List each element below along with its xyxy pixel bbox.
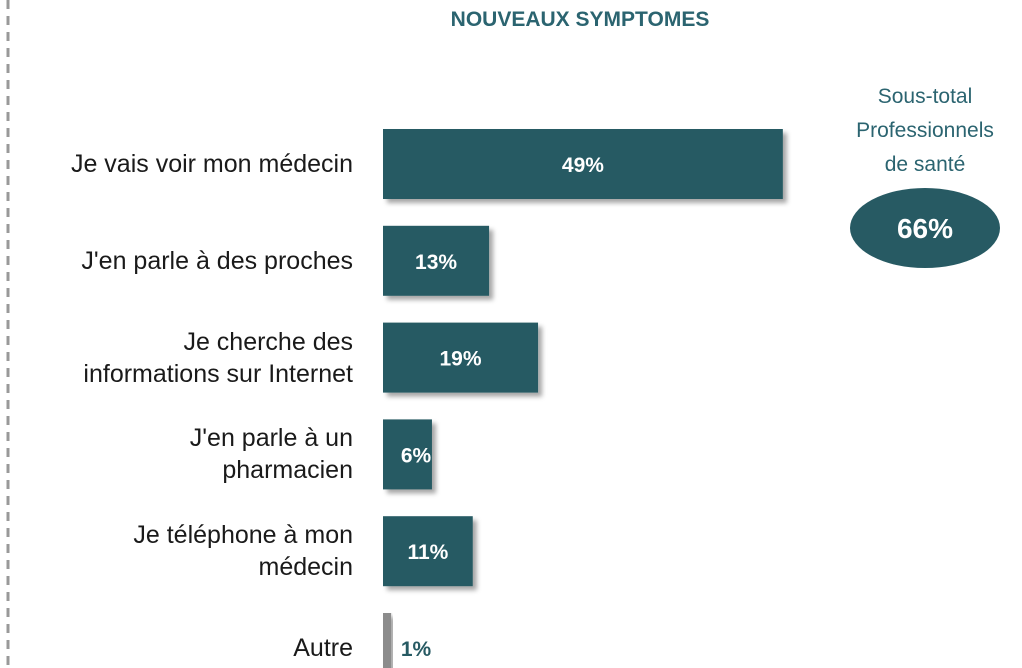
- subtotal-bubble: [850, 188, 1000, 268]
- category-label: Je cherche des informations sur Internet: [83, 327, 353, 388]
- bar: [383, 613, 392, 668]
- value-label: 11%: [407, 541, 448, 564]
- bar: [383, 129, 783, 199]
- value-label: 1%: [401, 638, 432, 661]
- bar: [383, 419, 432, 490]
- bar: [383, 322, 539, 393]
- bar: [383, 516, 473, 587]
- category-label: J'en parle à des proches: [81, 246, 353, 275]
- subtotal-value: 66%: [897, 213, 953, 244]
- bar: [383, 225, 490, 296]
- subtotal-label: Sous-total Professionnels de santé: [856, 85, 994, 176]
- value-label: 6%: [401, 444, 432, 467]
- category-label: Je vais voir mon médecin: [70, 150, 353, 178]
- chart-title: NOUVEAUX SYMPTOMES: [450, 8, 710, 31]
- value-label: 19%: [440, 348, 482, 371]
- category-label: Je téléphone à mon médecin: [133, 521, 353, 582]
- category-label: J'en parle à un pharmacien: [189, 424, 353, 485]
- category-label: Autre: [293, 634, 353, 662]
- value-label: 13%: [415, 251, 457, 274]
- value-label: 49%: [562, 154, 604, 177]
